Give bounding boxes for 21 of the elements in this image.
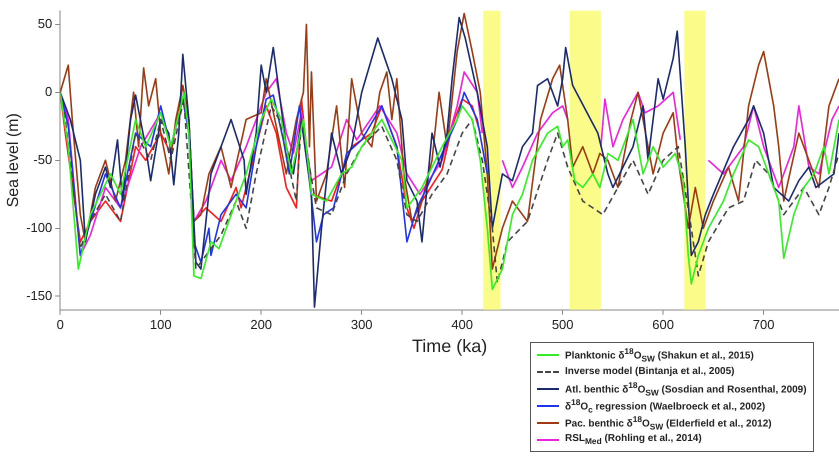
y-tick-label: 50 bbox=[38, 16, 52, 31]
x-tick-label: 400 bbox=[451, 317, 474, 332]
y-tick-label: 0 bbox=[44, 84, 52, 99]
x-tick-label: 600 bbox=[652, 317, 674, 332]
x-tick-label: 0 bbox=[56, 317, 64, 332]
y-axis-title: Sea level (m) bbox=[5, 113, 22, 208]
x-tick-label: 700 bbox=[752, 317, 774, 332]
legend-label: δ$^{18}$O$_{c}$ regression (Waelbroeck et al., 2002) bbox=[565, 396, 766, 414]
x-tick-label: 500 bbox=[552, 317, 574, 332]
legend-label: Pac. benthic δ$^{18}$O$_{SW}$ (Elderfield et al., 2012) bbox=[565, 414, 772, 432]
y-tick-label: -100 bbox=[26, 220, 52, 235]
x-axis-title: Time (ka) bbox=[412, 336, 488, 356]
y-tick-label: -150 bbox=[26, 288, 52, 303]
legend-label: Inverse model (Bintanja et al., 2005) bbox=[565, 366, 735, 377]
legend-label: RSL$_{Med}$ (Rohling et al., 2014) bbox=[565, 433, 702, 446]
legend-label: Planktonic δ$^{18}$O$_{SW}$ (Shakun et al., 2015) bbox=[565, 346, 754, 364]
x-tick-label: 100 bbox=[150, 317, 172, 332]
x-tick-label: 200 bbox=[250, 317, 272, 332]
y-tick-label: -50 bbox=[33, 152, 52, 167]
x-tick-label: 300 bbox=[350, 317, 373, 332]
legend-label: Atl. benthic δ$^{18}$O$_{SW}$ (Sosdian and Rosenthal, 2009) bbox=[565, 380, 807, 398]
